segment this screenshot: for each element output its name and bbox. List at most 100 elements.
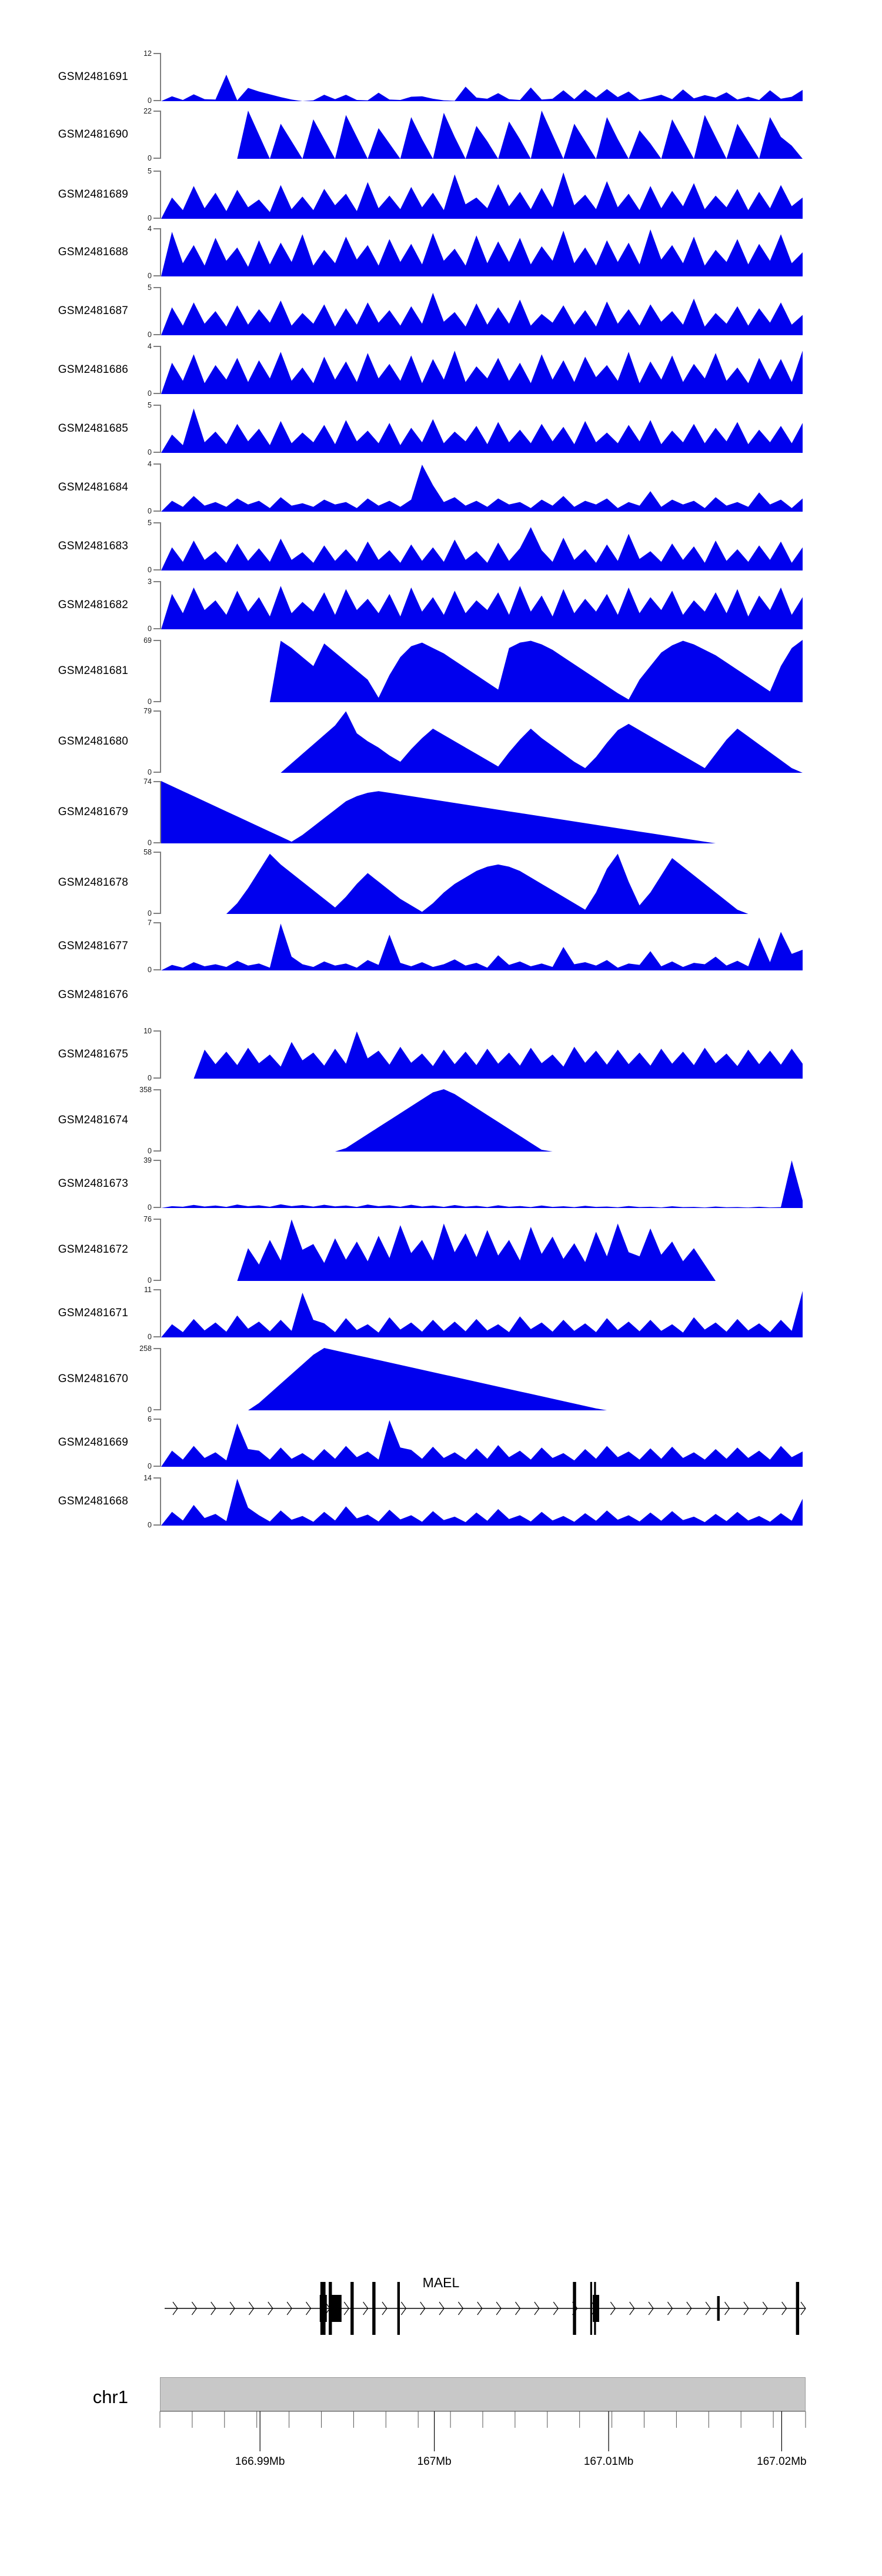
- track-plot-area[interactable]: [161, 1160, 882, 1208]
- y-axis-tick-min: [153, 218, 161, 219]
- track-plot-area[interactable]: [161, 1348, 882, 1410]
- track-label: GSM2481669: [58, 1436, 128, 1449]
- coverage-area: [161, 586, 803, 629]
- track-plot-area[interactable]: [161, 111, 882, 159]
- coverage-track-GSM2481687[interactable]: GSM2481687 5 0: [0, 283, 882, 338]
- track-plot-area[interactable]: [161, 1089, 882, 1152]
- coverage-track-GSM2481671[interactable]: GSM2481671 11 0: [0, 1286, 882, 1340]
- coverage-area: [161, 351, 803, 394]
- track-plot-area[interactable]: [161, 710, 882, 773]
- y-axis-tick-min: [153, 100, 161, 101]
- coverage-track-GSM2481679[interactable]: GSM2481679 74 0: [0, 778, 882, 846]
- track-label: GSM2481677: [58, 940, 128, 952]
- track-plot-area[interactable]: [161, 53, 882, 101]
- y-axis-min-label: 0: [148, 96, 152, 105]
- track-plot-area[interactable]: [161, 287, 882, 335]
- coverage-area: [161, 1160, 803, 1208]
- coverage-area: [161, 74, 803, 101]
- coordinate-axis-svg: [159, 2411, 806, 2451]
- coverage-track-GSM2481682[interactable]: GSM2481682 3 0: [0, 578, 882, 632]
- track-plot-area[interactable]: [161, 463, 882, 512]
- gene-model-track[interactable]: MAEL: [0, 2253, 882, 2347]
- y-axis-max-label: 7: [148, 919, 152, 927]
- coverage-track-GSM2481676[interactable]: GSM2481676: [0, 983, 882, 1007]
- coverage-track-GSM2481675[interactable]: GSM2481675 10 0: [0, 1027, 882, 1082]
- track-plot-area[interactable]: [161, 1289, 882, 1337]
- coverage-track-GSM2481669[interactable]: GSM2481669 6 0: [0, 1416, 882, 1470]
- track-plot-area[interactable]: [161, 405, 882, 453]
- y-axis-max-label: 4: [148, 225, 152, 233]
- coverage-track-GSM2481681[interactable]: GSM2481681 69 0: [0, 636, 882, 705]
- coverage-track-GSM2481691[interactable]: GSM2481691 12 0: [0, 50, 882, 104]
- y-axis-max-label: 5: [148, 283, 152, 292]
- coverage-track-GSM2481674[interactable]: GSM2481674 358 0: [0, 1086, 882, 1154]
- coverage-track-GSM2481690[interactable]: GSM2481690 22 0: [0, 107, 882, 162]
- coverage-track-GSM2481670[interactable]: GSM2481670 258 0: [0, 1345, 882, 1413]
- track-plot-area[interactable]: [161, 1030, 882, 1079]
- y-axis-tick-max: [153, 171, 161, 172]
- coverage-track-GSM2481678[interactable]: GSM2481678 58 0: [0, 848, 882, 917]
- y-axis-min-label: 0: [148, 1520, 152, 1529]
- coverage-track-GSM2481688[interactable]: GSM2481688 4 0: [0, 225, 882, 279]
- track-plot-area[interactable]: [161, 852, 882, 914]
- y-axis-tick-max: [153, 1219, 161, 1220]
- axis-tick-label: 166.99Mb: [235, 2455, 285, 2468]
- track-plot-area[interactable]: [161, 640, 882, 702]
- y-axis-tick-max: [153, 1089, 161, 1090]
- coverage-track-GSM2481677[interactable]: GSM2481677 7 0: [0, 919, 882, 973]
- y-axis-min-label: 0: [148, 271, 152, 280]
- y-axis-min-label: 0: [148, 965, 152, 974]
- y-axis-tick-max: [153, 1160, 161, 1161]
- y-axis-line: [160, 1089, 161, 1152]
- coverage-track-GSM2481685[interactable]: GSM2481685 5 0: [0, 402, 882, 456]
- coverage-track-GSM2481686[interactable]: GSM2481686 4 0: [0, 343, 882, 397]
- track-plot-area[interactable]: [161, 1477, 882, 1526]
- y-axis-tick-max: [153, 710, 161, 712]
- axis-tick-label: 167.01Mb: [583, 2455, 634, 2468]
- coverage-track-GSM2481683[interactable]: GSM2481683 5 0: [0, 519, 882, 573]
- track-label: GSM2481676: [58, 989, 128, 1001]
- y-axis-line: [160, 287, 161, 335]
- chromosome-ideogram-bar[interactable]: [160, 2377, 806, 2411]
- y-axis-tick-max: [153, 1419, 161, 1420]
- track-plot-area[interactable]: [161, 1219, 882, 1281]
- y-axis-tick-min: [153, 1077, 161, 1079]
- track-plot-area[interactable]: [161, 171, 882, 219]
- track-plot-area[interactable]: [161, 228, 882, 276]
- coverage-area: [161, 1348, 803, 1410]
- y-axis-min-label: 0: [148, 330, 152, 339]
- coverage-track-GSM2481672[interactable]: GSM2481672 76 0: [0, 1216, 882, 1284]
- y-axis-line: [160, 922, 161, 970]
- track-plot-area[interactable]: [161, 983, 882, 1007]
- y-axis-max-label: 69: [143, 636, 152, 645]
- track-plot-area[interactable]: [161, 581, 882, 629]
- y-axis-tick-min: [153, 1409, 161, 1410]
- y-axis-line: [160, 1348, 161, 1410]
- y-axis-tick-min: [153, 701, 161, 702]
- track-plot-area[interactable]: [161, 346, 882, 394]
- coverage-track-GSM2481668[interactable]: GSM2481668 14 0: [0, 1474, 882, 1529]
- track-label: GSM2481689: [58, 188, 128, 201]
- y-axis-min-label: 0: [148, 1461, 152, 1470]
- y-axis-min-label: 0: [148, 154, 152, 162]
- track-plot-area[interactable]: [161, 781, 882, 843]
- y-axis-max-label: 22: [143, 107, 152, 115]
- y-axis-max-label: 39: [143, 1156, 152, 1164]
- y-axis-min-label: 0: [148, 768, 152, 776]
- y-axis-min-label: 0: [148, 389, 152, 398]
- track-plot-area[interactable]: [161, 922, 882, 970]
- chromosome-axis-track[interactable]: chr1 166.99Mb 167Mb 167.01Mb 167.02Mb: [0, 2376, 882, 2564]
- y-axis-max-label: 58: [143, 848, 152, 856]
- y-axis-tick-max: [153, 1030, 161, 1032]
- y-axis-tick-min: [153, 969, 161, 970]
- track-plot-area[interactable]: [161, 1419, 882, 1467]
- coverage-track-GSM2481673[interactable]: GSM2481673 39 0: [0, 1156, 882, 1211]
- coverage-track-GSM2481680[interactable]: GSM2481680 79 0: [0, 708, 882, 776]
- y-axis-tick-min: [153, 772, 161, 773]
- coverage-track-GSM2481689[interactable]: GSM2481689 5 0: [0, 168, 882, 222]
- track-plot-area[interactable]: [161, 522, 882, 570]
- coverage-track-GSM2481684[interactable]: GSM2481684 4 0: [0, 461, 882, 515]
- y-axis-min-label: 0: [148, 506, 152, 515]
